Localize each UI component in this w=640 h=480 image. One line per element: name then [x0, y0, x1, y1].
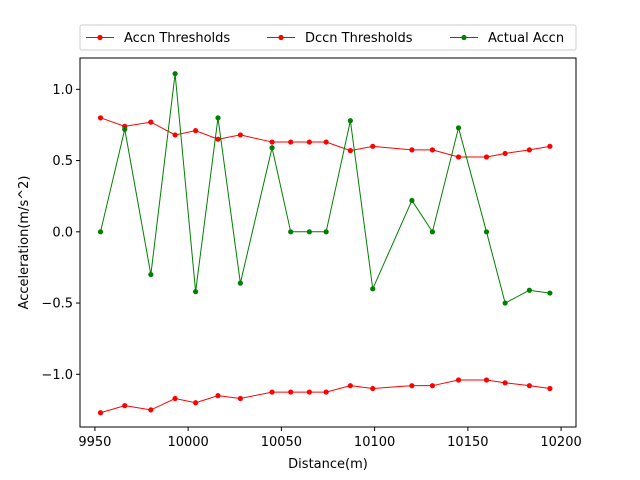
data-point-accn-thresholds: [323, 139, 329, 145]
legend: Accn Thresholds Dccn Thresholds Actual Acc…: [79, 24, 577, 51]
data-point-dccn-thresholds: [502, 380, 508, 386]
data-point-accn-thresholds: [526, 147, 532, 153]
data-point-actual-accn: [172, 71, 178, 77]
data-point-actual-accn: [483, 229, 490, 235]
data-point-accn-thresholds: [172, 132, 178, 138]
data-point-accn-thresholds: [429, 147, 436, 153]
data-point-dccn-thresholds: [306, 389, 312, 395]
data-point-dccn-thresholds: [370, 385, 376, 392]
legend-swatch-marker: [278, 34, 284, 41]
data-point-accn-thresholds: [215, 136, 221, 142]
data-point-dccn-thresholds: [323, 389, 329, 395]
data-point-actual-accn: [429, 229, 436, 235]
data-point-dccn-thresholds: [97, 410, 104, 416]
data-point-dccn-thresholds: [215, 393, 221, 399]
x-tick-label: 10050: [261, 435, 302, 450]
legend-label: Accn Thresholds: [124, 31, 230, 46]
legend-item-accn-thresholds: Accn Thresholds: [86, 31, 230, 46]
data-point-dccn-thresholds: [547, 385, 553, 392]
series-line-accn-thresholds: [100, 117, 550, 158]
data-point-dccn-thresholds: [193, 400, 199, 406]
data-point-accn-thresholds: [370, 143, 376, 149]
data-point-dccn-thresholds: [483, 377, 490, 383]
series-layer: [97, 71, 553, 416]
data-point-accn-thresholds: [306, 139, 312, 145]
data-point-accn-thresholds: [455, 154, 462, 160]
data-point-accn-thresholds: [193, 128, 199, 134]
legend-label: Actual Accn: [488, 31, 564, 46]
data-point-dccn-thresholds: [347, 383, 353, 389]
x-tick-label: 10100: [354, 435, 395, 450]
data-point-dccn-thresholds: [172, 395, 178, 402]
data-point-actual-accn: [288, 229, 294, 235]
data-point-accn-thresholds: [347, 148, 353, 154]
data-point-dccn-thresholds: [148, 407, 154, 413]
legend-box: [79, 24, 577, 51]
data-point-actual-accn: [97, 229, 104, 235]
data-point-actual-accn: [122, 126, 128, 132]
data-point-actual-accn: [547, 290, 553, 296]
data-point-actual-accn: [370, 286, 376, 292]
y-tick-label: 0.0: [52, 225, 73, 240]
x-tick-label: 9950: [78, 435, 111, 450]
series-line-dccn-thresholds: [100, 379, 550, 414]
data-point-dccn-thresholds: [429, 383, 436, 389]
y-tick-label: −1.0: [41, 368, 73, 383]
data-point-dccn-thresholds: [409, 383, 415, 389]
legend-swatch-marker: [97, 34, 103, 41]
legend-label: Dccn Thresholds: [305, 31, 413, 46]
data-point-actual-accn: [323, 229, 329, 235]
x-tick-label: 10150: [447, 435, 488, 450]
legend-item-dccn-thresholds: Dccn Thresholds: [267, 31, 413, 46]
data-point-actual-accn: [455, 125, 462, 131]
x-axis-label: Distance(m): [288, 457, 368, 472]
data-point-dccn-thresholds: [122, 403, 128, 409]
legend-swatch-marker: [461, 34, 467, 41]
data-point-actual-accn: [215, 115, 221, 121]
x-tick-label: 10200: [540, 435, 581, 450]
data-point-dccn-thresholds: [526, 383, 532, 389]
data-point-actual-accn: [526, 287, 532, 293]
y-tick-label: 0.5: [52, 154, 73, 169]
data-point-accn-thresholds: [483, 154, 490, 160]
x-tick-label: 10000: [167, 435, 208, 450]
data-point-accn-thresholds: [269, 139, 275, 145]
data-point-actual-accn: [347, 118, 353, 124]
data-point-accn-thresholds: [288, 139, 294, 145]
y-axis-label: Acceleration(m/s^2): [17, 176, 32, 310]
data-point-dccn-thresholds: [269, 389, 275, 395]
data-point-dccn-thresholds: [288, 389, 294, 395]
data-point-actual-accn: [306, 229, 312, 235]
y-axis-ticks: −1.0 −0.5 0.0 0.5 1.0: [41, 83, 80, 383]
y-tick-label: −0.5: [41, 297, 73, 312]
data-point-dccn-thresholds: [455, 377, 462, 383]
data-point-accn-thresholds: [237, 132, 243, 138]
data-point-actual-accn: [193, 289, 199, 295]
plot-frame: [79, 57, 577, 428]
data-point-actual-accn: [148, 271, 154, 278]
data-point-accn-thresholds: [409, 147, 415, 153]
data-point-actual-accn: [237, 280, 243, 286]
data-point-actual-accn: [409, 197, 415, 204]
data-point-accn-thresholds: [547, 143, 553, 149]
data-point-accn-thresholds: [148, 119, 154, 125]
data-point-accn-thresholds: [97, 115, 104, 121]
y-tick-label: 1.0: [52, 83, 73, 98]
data-point-actual-accn: [269, 145, 275, 151]
legend-item-actual-accn: Actual Accn: [450, 31, 564, 46]
data-point-actual-accn: [502, 300, 508, 306]
x-axis-ticks: 9950 10000 10050 10100 10150 10200: [78, 427, 582, 450]
data-point-accn-thresholds: [502, 150, 508, 157]
series-line-actual-accn: [100, 73, 550, 304]
data-point-dccn-thresholds: [237, 395, 243, 402]
